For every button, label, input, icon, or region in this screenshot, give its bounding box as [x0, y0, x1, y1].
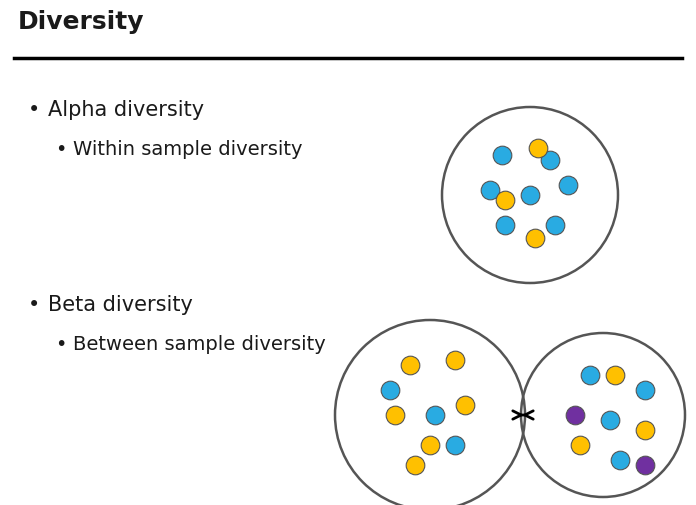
- Point: [524, 191, 535, 199]
- Point: [484, 186, 496, 194]
- Point: [429, 411, 441, 419]
- Text: •: •: [28, 100, 40, 120]
- Text: •: •: [55, 335, 66, 354]
- Text: •: •: [55, 140, 66, 159]
- Point: [425, 441, 436, 449]
- Point: [500, 196, 511, 204]
- Text: Beta diversity: Beta diversity: [48, 295, 193, 315]
- Point: [544, 156, 555, 164]
- Point: [610, 371, 621, 379]
- Point: [615, 456, 626, 464]
- Text: Within sample diversity: Within sample diversity: [73, 140, 303, 159]
- Point: [384, 386, 395, 394]
- Point: [459, 401, 470, 409]
- Point: [450, 441, 461, 449]
- Point: [496, 151, 507, 159]
- Text: Diversity: Diversity: [18, 10, 145, 34]
- Point: [549, 221, 560, 229]
- Point: [530, 234, 541, 242]
- Point: [574, 441, 585, 449]
- Point: [569, 411, 580, 419]
- Point: [450, 356, 461, 364]
- Point: [585, 371, 596, 379]
- Point: [562, 181, 574, 189]
- Text: Between sample diversity: Between sample diversity: [73, 335, 326, 354]
- Point: [640, 386, 651, 394]
- Text: •: •: [28, 295, 40, 315]
- Point: [640, 426, 651, 434]
- Text: Alpha diversity: Alpha diversity: [48, 100, 204, 120]
- Point: [390, 411, 401, 419]
- Point: [604, 416, 615, 424]
- Point: [640, 461, 651, 469]
- Point: [404, 361, 416, 369]
- Point: [500, 221, 511, 229]
- Point: [532, 144, 544, 152]
- Point: [409, 461, 420, 469]
